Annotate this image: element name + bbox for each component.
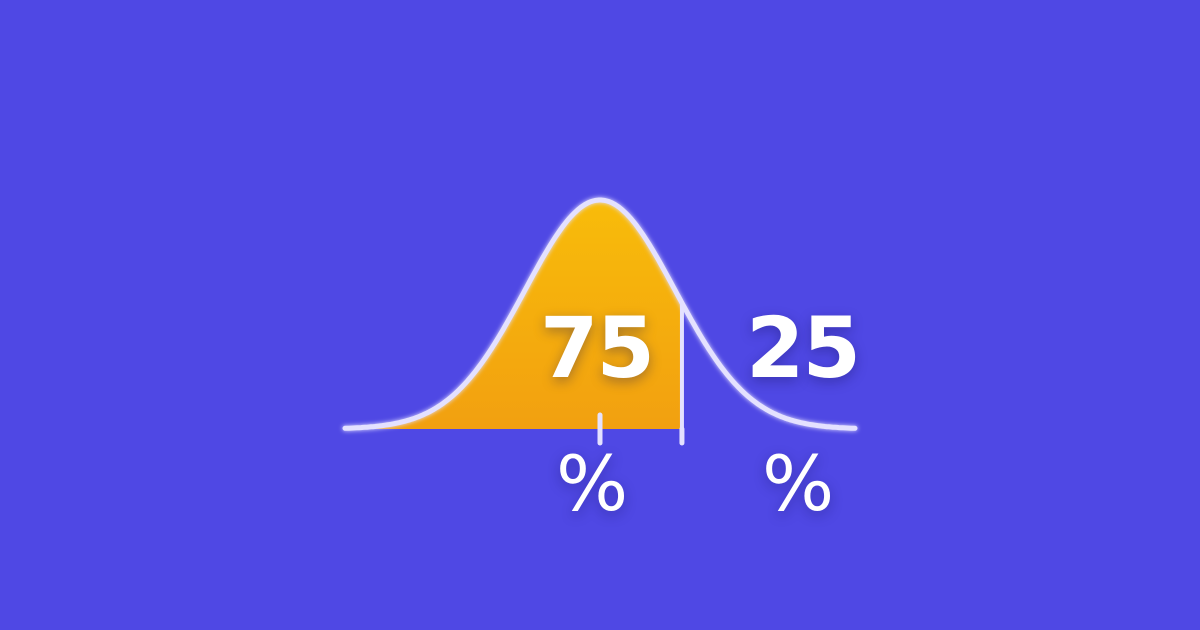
right-percentage-value: 25 [746,299,861,397]
bell-curve-line [342,197,858,431]
left-percentage-value: 75 [540,299,655,397]
right-percent-sign: % [762,439,835,528]
left-percent-sign: % [556,439,629,528]
